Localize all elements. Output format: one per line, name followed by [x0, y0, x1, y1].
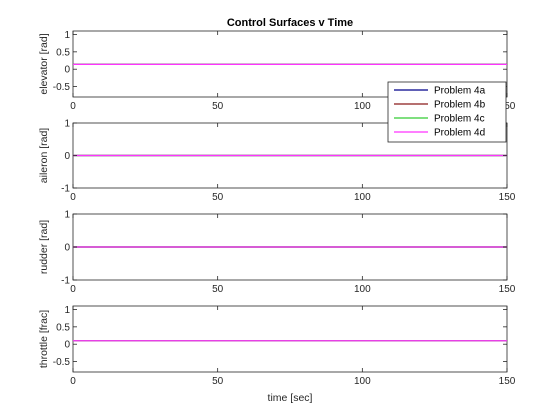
x-tick-label: 0	[70, 192, 76, 203]
y-axis-label: throttle [frac]	[38, 310, 50, 368]
legend: Problem 4a Problem 4b Problem 4c Problem 4d	[387, 81, 507, 143]
x-tick-label: 0	[70, 284, 76, 295]
plot-area	[72, 305, 508, 373]
x-tick-label: 100	[354, 192, 371, 203]
y-tick-label: 1	[64, 305, 70, 316]
subplot-1: 1 0.5 0 -0.5 0 50 100 150 elevator [rad]	[38, 30, 516, 112]
legend-entry: Problem 4d	[434, 128, 485, 139]
x-tick-label: 0	[70, 101, 76, 112]
x-tick-label: 150	[499, 192, 516, 203]
y-tick-label: 0	[64, 243, 70, 254]
y-tick-label: 0.5	[56, 322, 70, 333]
x-tick-label: 100	[354, 284, 371, 295]
legend-entry: Problem 4c	[434, 114, 485, 125]
y-tick-label: 1	[64, 119, 70, 130]
x-tick-label: 150	[499, 376, 516, 387]
x-tick-label: 150	[499, 101, 516, 112]
legend-entry: Problem 4a	[434, 86, 486, 97]
y-tick-label: -1	[61, 276, 70, 287]
x-tick-label: 100	[354, 101, 371, 112]
y-tick-label: -1	[61, 184, 70, 195]
x-tick-label: 150	[499, 284, 516, 295]
y-tick-label: 0.5	[56, 47, 70, 58]
subplot-4: 1 0.5 0 -0.5 0 50 100 150 throttle [frac]	[38, 305, 516, 387]
y-axis-label: rudder [rad]	[38, 220, 50, 274]
x-tick-label: 100	[354, 376, 371, 387]
y-tick-label: 1	[64, 210, 70, 221]
x-tick-label: 50	[212, 284, 224, 295]
x-tick-label: 0	[70, 376, 76, 387]
y-tick-label: 0	[64, 65, 70, 76]
chart-title: Control Surfaces v Time	[227, 17, 353, 29]
y-axis-label: elevator [rad]	[38, 33, 50, 94]
y-tick-label: -0.5	[53, 82, 71, 93]
y-tick-label: -0.5	[53, 357, 71, 368]
y-tick-label: 1	[64, 30, 70, 41]
y-axis-label: aileron [rad]	[38, 128, 50, 184]
y-tick-label: 0	[64, 340, 70, 351]
x-tick-label: 50	[212, 101, 224, 112]
x-axis-label: time [sec]	[268, 392, 313, 404]
x-tick-label: 50	[212, 192, 224, 203]
y-tick-label: 0	[64, 151, 70, 162]
legend-entry: Problem 4b	[434, 100, 486, 111]
x-tick-label: 50	[212, 376, 224, 387]
